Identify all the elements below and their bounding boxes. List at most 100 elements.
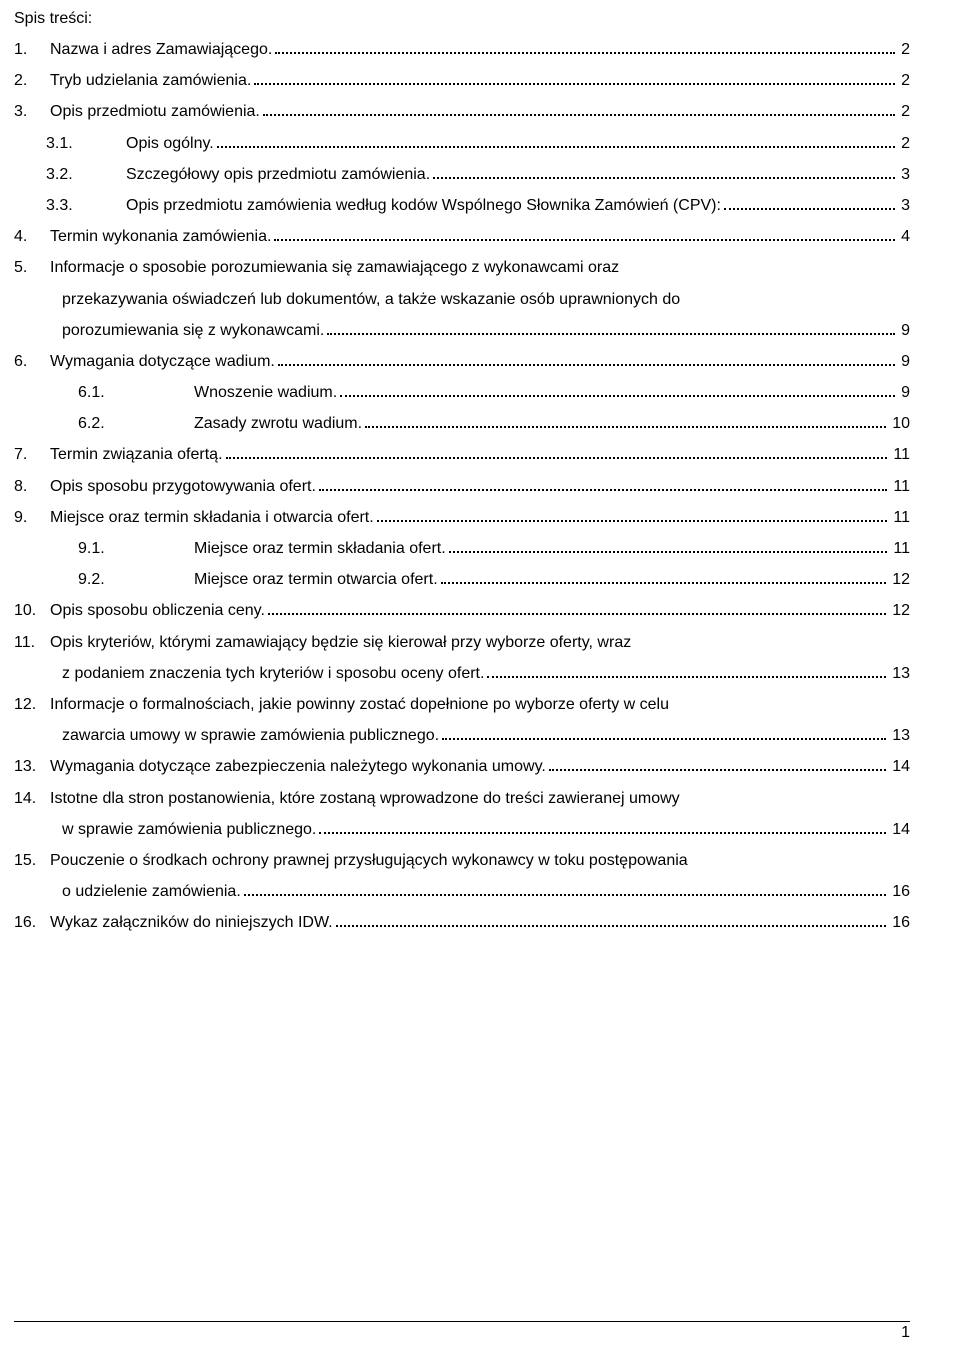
toc-number: 1. bbox=[14, 34, 50, 65]
toc-number: 3.2. bbox=[14, 159, 126, 190]
toc-number: 4. bbox=[14, 221, 50, 252]
toc-leader bbox=[449, 541, 888, 553]
toc-entry: 14.Istotne dla stron postanowienia, któr… bbox=[14, 783, 910, 814]
toc-entry: 10.Opis sposobu obliczenia ceny.12 bbox=[14, 595, 910, 626]
toc-leader bbox=[336, 916, 887, 928]
toc-entry: 6.Wymagania dotyczące wadium. 9 bbox=[14, 346, 910, 377]
toc-number: 10. bbox=[14, 595, 50, 626]
toc-entry: 6.1.Wnoszenie wadium.9 bbox=[14, 377, 910, 408]
toc-text: Miejsce oraz termin otwarcia ofert. bbox=[194, 564, 438, 595]
toc-leader bbox=[549, 760, 886, 772]
toc-text: Opis kryteriów, którymi zamawiający będz… bbox=[50, 627, 631, 658]
toc-entry: z podaniem znaczenia tych kryteriów i sp… bbox=[14, 658, 910, 689]
toc-entry: o udzielenie zamówienia. 16 bbox=[14, 876, 910, 907]
toc-entry: 11.Opis kryteriów, którymi zamawiający b… bbox=[14, 627, 910, 658]
toc-text: Informacje o sposobie porozumiewania się… bbox=[50, 252, 619, 283]
toc-page: 2 bbox=[898, 34, 910, 65]
toc-number: 6.2. bbox=[14, 408, 194, 439]
toc-text: Wykaz załączników do niniejszych IDW. bbox=[50, 907, 333, 938]
toc-leader bbox=[263, 105, 895, 117]
toc-entry: 16.Wykaz załączników do niniejszych IDW.… bbox=[14, 907, 910, 938]
toc-page: 2 bbox=[898, 128, 910, 159]
toc-entry: zawarcia umowy w sprawie zamówienia publ… bbox=[14, 720, 910, 751]
toc-text: Opis ogólny. bbox=[126, 128, 214, 159]
toc-entry: 9.Miejsce oraz termin składania i otwarc… bbox=[14, 502, 910, 533]
toc-text: Tryb udzielania zamówienia. bbox=[50, 65, 251, 96]
toc-text: Termin związania ofertą. bbox=[50, 439, 223, 470]
toc-page: 11 bbox=[890, 502, 910, 533]
toc-entry: 9.2.Miejsce oraz termin otwarcia ofert.1… bbox=[14, 564, 910, 595]
toc-page: 4 bbox=[898, 221, 910, 252]
toc-page: 16 bbox=[889, 907, 910, 938]
toc-text: w sprawie zamówienia publicznego. bbox=[62, 814, 316, 845]
toc-text: Termin wykonania zamówienia. bbox=[50, 221, 271, 252]
toc-leader bbox=[226, 448, 888, 460]
toc-text: Opis przedmiotu zamówienia według kodów … bbox=[126, 190, 721, 221]
toc-number: 6. bbox=[14, 346, 50, 377]
toc-text: z podaniem znaczenia tych kryteriów i sp… bbox=[62, 658, 484, 689]
toc-text: Opis sposobu przygotowywania ofert. bbox=[50, 471, 316, 502]
toc-entry: w sprawie zamówienia publicznego.14 bbox=[14, 814, 910, 845]
toc-leader bbox=[319, 822, 886, 834]
toc-entry: 3.Opis przedmiotu zamówienia.2 bbox=[14, 96, 910, 127]
toc-entry: 1.Nazwa i adres Zamawiającego. 2 bbox=[14, 34, 910, 65]
toc-number: 15. bbox=[14, 845, 50, 876]
toc-leader bbox=[340, 385, 895, 397]
toc-number: 12. bbox=[14, 689, 50, 720]
toc-number: 8. bbox=[14, 471, 50, 502]
toc-leader bbox=[487, 666, 886, 678]
toc-text: Nazwa i adres Zamawiającego. bbox=[50, 34, 272, 65]
toc-leader bbox=[217, 136, 895, 148]
toc-text: Pouczenie o środkach ochrony prawnej prz… bbox=[50, 845, 688, 876]
toc-entry: 7.Termin związania ofertą.11 bbox=[14, 439, 910, 470]
toc-page: 13 bbox=[889, 658, 910, 689]
toc-text: Wnoszenie wadium. bbox=[194, 377, 337, 408]
toc-text: Wymagania dotyczące zabezpieczenia należ… bbox=[50, 751, 546, 782]
toc-text: Zasady zwrotu wadium. bbox=[194, 408, 362, 439]
page-number: 1 bbox=[14, 1321, 910, 1342]
toc-number: 3. bbox=[14, 96, 50, 127]
toc-number: 9.1. bbox=[14, 533, 194, 564]
toc-number: 9.2. bbox=[14, 564, 194, 595]
toc-title: Spis treści: bbox=[14, 10, 910, 28]
toc-entry: 8.Opis sposobu przygotowywania ofert. 11 bbox=[14, 471, 910, 502]
toc-leader bbox=[327, 323, 895, 335]
toc-number: 3.3. bbox=[14, 190, 126, 221]
toc-number: 13. bbox=[14, 751, 50, 782]
toc-text: Wymagania dotyczące wadium. bbox=[50, 346, 275, 377]
toc-number: 6.1. bbox=[14, 377, 194, 408]
toc-page: 3 bbox=[898, 159, 910, 190]
toc-leader bbox=[377, 510, 888, 522]
toc-leader bbox=[244, 884, 886, 896]
toc-page: 13 bbox=[889, 720, 910, 751]
toc-text: porozumiewania się z wykonawcami. bbox=[62, 315, 324, 346]
toc-page: 11 bbox=[890, 439, 910, 470]
toc-number: 16. bbox=[14, 907, 50, 938]
toc-number: 9. bbox=[14, 502, 50, 533]
toc-leader bbox=[724, 198, 895, 210]
toc-page: 2 bbox=[898, 65, 910, 96]
toc-page: 16 bbox=[889, 876, 910, 907]
toc-page: 9 bbox=[898, 346, 910, 377]
toc-leader bbox=[274, 230, 895, 242]
toc-leader bbox=[442, 729, 886, 741]
toc-entry: 4.Termin wykonania zamówienia. 4 bbox=[14, 221, 910, 252]
toc-text: Miejsce oraz termin składania ofert. bbox=[194, 533, 446, 564]
toc-text: Szczegółowy opis przedmiotu zamówienia. bbox=[126, 159, 430, 190]
toc-leader bbox=[268, 604, 886, 616]
toc-number: 3.1. bbox=[14, 128, 126, 159]
toc-leader bbox=[441, 573, 887, 585]
toc-entry: 3.1.Opis ogólny. 2 bbox=[14, 128, 910, 159]
toc-number: 5. bbox=[14, 252, 50, 283]
toc-page: 11 bbox=[890, 533, 910, 564]
toc-entry: 3.2.Szczegółowy opis przedmiotu zamówien… bbox=[14, 159, 910, 190]
toc-page: 3 bbox=[898, 190, 910, 221]
toc-leader bbox=[254, 74, 895, 86]
toc-number: 14. bbox=[14, 783, 50, 814]
toc-text: zawarcia umowy w sprawie zamówienia publ… bbox=[62, 720, 439, 751]
toc-text: o udzielenie zamówienia. bbox=[62, 876, 241, 907]
toc-page: 11 bbox=[890, 471, 910, 502]
toc-entry: przekazywania oświadczeń lub dokumentów,… bbox=[14, 284, 910, 315]
toc-page: 14 bbox=[889, 751, 910, 782]
toc-entry: 3.3.Opis przedmiotu zamówienia według ko… bbox=[14, 190, 910, 221]
